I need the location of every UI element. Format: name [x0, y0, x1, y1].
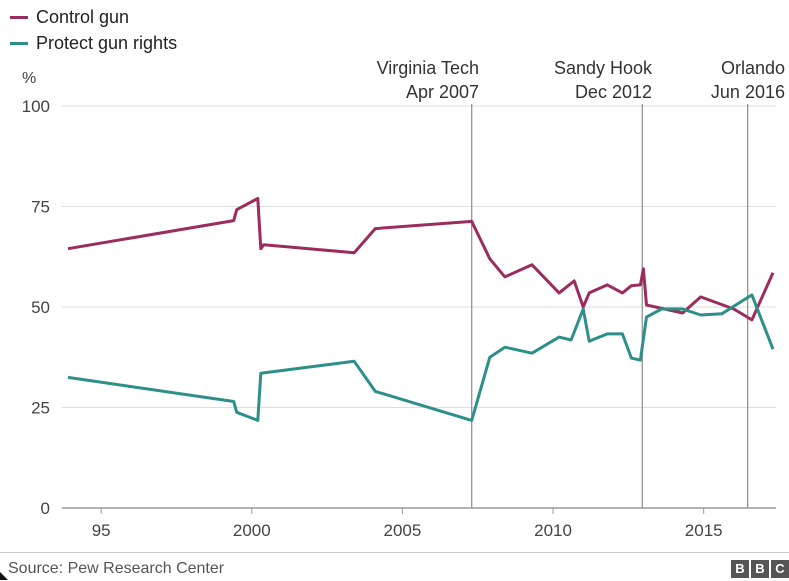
y-tick-label-100: 100: [22, 97, 50, 116]
x-tick-label-2000: 2000: [233, 521, 271, 540]
series-line-protect-gun-rights: [67, 293, 775, 422]
legend: Control gun Protect gun rights: [10, 4, 177, 56]
legend-label-protect-gun-rights: Protect gun rights: [36, 32, 178, 53]
x-tick-label-2010: 2010: [534, 521, 572, 540]
event-name-sandy-hook: Sandy Hook: [553, 58, 652, 78]
event-date-orlando: Jun 2016: [710, 82, 785, 102]
logo-letter-b1: B: [731, 560, 749, 578]
source-note: Source: Pew Research Center: [8, 560, 225, 577]
legend-swatch-protect-gun-rights: [10, 41, 28, 45]
footer-divider: [0, 552, 789, 553]
event-markers: [471, 104, 749, 508]
event-name-virginia-tech: Virginia Tech: [376, 58, 479, 78]
series-line-control-gun: [67, 197, 775, 322]
legend-swatch-control-gun: [10, 15, 28, 19]
y-tick-label-50: 50: [31, 298, 50, 317]
bbc-logo: B B C: [731, 560, 789, 578]
event-label-orlando: Orlando Jun 2016: [711, 56, 785, 104]
x-tick-label-2005: 2005: [384, 521, 422, 540]
event-date-sandy-hook: Dec 2012: [574, 82, 652, 102]
event-date-virginia-tech: Apr 2007: [405, 82, 479, 102]
series-lines: [67, 197, 775, 422]
corner-marker: [0, 572, 8, 580]
legend-label-control-gun: Control gun: [36, 6, 130, 27]
logo-letter-b2: B: [751, 560, 769, 578]
y-tick-label-25: 25: [31, 399, 50, 418]
y-axis-unit: %: [22, 70, 37, 87]
event-label-sandy-hook: Sandy Hook Dec 2012: [554, 56, 652, 104]
logo-letter-c: C: [771, 560, 789, 578]
x-tick-label-1995: 95: [92, 521, 111, 540]
legend-item-protect-gun-rights: Protect gun rights: [10, 30, 177, 56]
event-name-orlando: Orlando: [720, 58, 785, 78]
y-tick-labels: 0 25 50 75 100: [22, 97, 50, 518]
event-label-virginia-tech: Virginia Tech Apr 2007: [377, 56, 479, 104]
legend-item-control-gun: Control gun: [10, 4, 177, 30]
y-tick-label-75: 75: [31, 198, 50, 217]
y-tick-label-0: 0: [41, 499, 50, 518]
x-tick-labels: 95 2000 2005 2010 2015: [92, 508, 723, 540]
gridlines: [62, 105, 776, 509]
x-tick-label-2015: 2015: [685, 521, 723, 540]
